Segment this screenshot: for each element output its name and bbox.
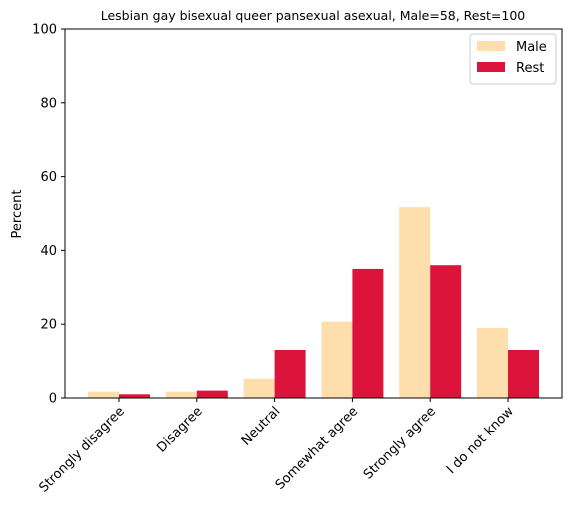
y-tick-label: 0 <box>49 392 57 407</box>
bar-rest-1 <box>119 394 150 398</box>
x-axis-ticks: Strongly disagree Disagree NeutralSomewhat… <box>36 398 517 496</box>
x-tick-label: Disagree <box>154 404 205 455</box>
chart-title: Lesbian gay bisexual queer pansexual ase… <box>101 8 526 23</box>
y-tick-label: 80 <box>40 96 57 111</box>
bar-rest-5 <box>430 265 462 398</box>
y-tick-label: 60 <box>40 170 57 185</box>
bar-rest-3 <box>274 350 306 398</box>
y-axis-ticks: 0 20 40 60 80 100 <box>32 23 65 407</box>
x-tick-label: Strongly disagree <box>36 404 127 495</box>
legend-label-rest: Rest <box>516 61 544 76</box>
bar-male-5 <box>399 207 431 398</box>
bar-rest-2 <box>196 390 228 398</box>
x-tick-label: Somewhat agree <box>273 404 362 493</box>
y-tick-label: 40 <box>40 244 57 259</box>
bar-male-6 <box>477 327 508 398</box>
bar-male-2 <box>165 391 197 398</box>
legend-swatch-rest <box>477 62 505 72</box>
y-tick-label: 20 <box>40 318 57 333</box>
legend: Male Rest <box>469 33 557 85</box>
bar-male-4 <box>321 321 353 398</box>
y-axis-label: Percent <box>10 190 25 239</box>
bar-male-3 <box>243 378 275 398</box>
y-tick-label: 100 <box>32 23 57 38</box>
bar-male-1 <box>88 391 119 398</box>
legend-label-male: Male <box>516 40 547 55</box>
x-tick-label: I do not know <box>444 404 517 477</box>
plot-frame <box>64 28 563 399</box>
bar-rest-6 <box>508 350 539 398</box>
legend-swatch-male <box>477 41 505 51</box>
bars-group <box>88 207 539 398</box>
x-tick-label: Neutral <box>239 404 284 449</box>
x-tick-label: Strongly agree <box>361 404 439 482</box>
bar-rest-4 <box>352 268 384 398</box>
